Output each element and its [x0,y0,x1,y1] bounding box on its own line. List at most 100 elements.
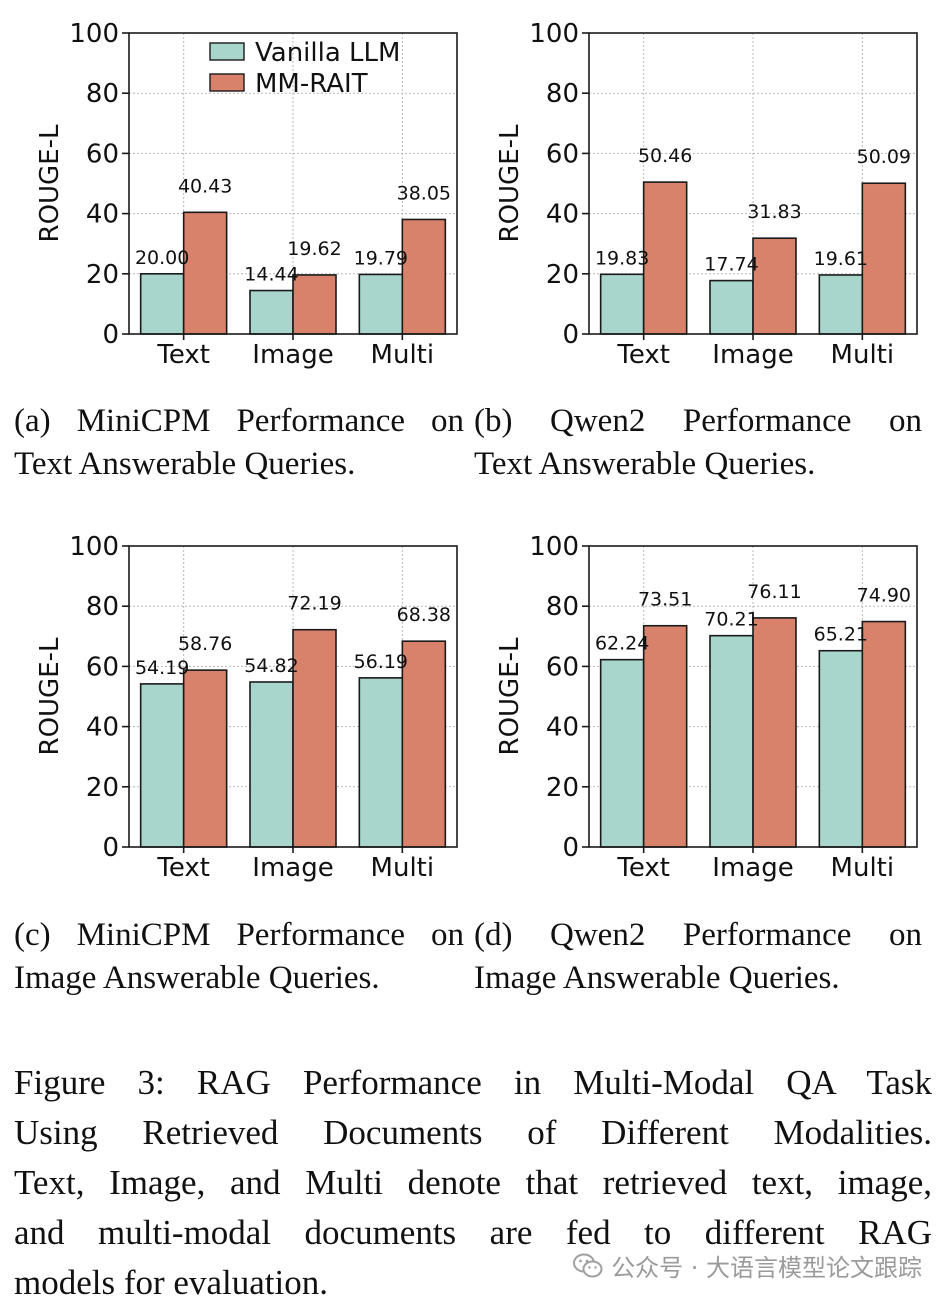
value-label-mmrait-multi: 74.90 [857,585,911,607]
y-tick-label-80: 80 [546,79,579,109]
chart-panel-d: 62.24 70.21 65.21 73.51 76.11 74.90 0 20 40 60 80 1… [495,532,918,883]
bar-vanilla-text [139,683,185,848]
y-tick-label-80: 80 [86,79,119,109]
figure-caption-line-5: models for evaluation. [14,1263,328,1302]
chart-panel-a: 20.00 14.44 19.79 40.43 19.62 38.05 0 20 40 60 80 1… [35,19,458,370]
x-tick-label-image: Image [252,853,333,883]
bar-vanilla-multi [358,677,404,848]
bar-mmrait-text [182,669,228,848]
y-tick-label-0: 0 [102,320,119,350]
figure-caption-line-4: and multi-modal documents are fed to dif… [14,1213,932,1252]
caption-c: (c) MiniCPM Performance on Image Answera… [14,914,464,1000]
caption-d-line-1: (d) Qwen2 Performance on [474,917,922,953]
watermark: 公众号 · 大语言模型论文跟踪 [573,1248,922,1283]
y-tick-label-100: 100 [69,19,119,49]
value-label-mmrait-text: 73.51 [638,589,692,611]
y-tick-label-0: 0 [562,833,579,863]
y-tick-label-20: 20 [546,260,579,290]
value-label-mmrait-text: 58.76 [178,633,232,655]
value-label-vanilla-multi: 65.21 [814,624,868,646]
y-tick-label-100: 100 [529,19,579,49]
y-tick-label-20: 20 [546,773,579,803]
y-tick-label-40: 40 [546,713,579,743]
caption-b-line-2: Text Answerable Queries. [474,446,816,482]
x-tick-label-multi: Multi [371,340,435,370]
value-label-vanilla-image: 70.21 [704,609,758,631]
bar-vanilla-multi [358,273,404,335]
bar-vanilla-text [139,272,185,335]
y-tick-label-80: 80 [546,592,579,622]
value-label-vanilla-text: 20.00 [135,247,189,269]
legend-label-vanilla: Vanilla LLM [255,38,400,68]
y-tick-label-40: 40 [546,200,579,230]
x-tick-label-multi: Multi [371,853,435,883]
caption-a-line-1: (a) MiniCPM Performance on [14,403,464,439]
caption-a: (a) MiniCPM Performance on Text Answerab… [14,400,464,486]
bar-mmrait-image [752,617,797,848]
y-tick-label-100: 100 [529,532,579,562]
y-tick-label-60: 60 [546,652,579,682]
value-label-mmrait-multi: 38.05 [397,182,451,204]
x-tick-label-text: Text [616,853,670,883]
bar-mmrait-image [752,237,797,335]
value-label-mmrait-text: 50.46 [638,145,692,167]
bar-vanilla-text [599,658,645,848]
y-tick-label-0: 0 [562,320,579,350]
bar-vanilla-image [249,681,294,848]
value-label-vanilla-multi: 56.19 [354,651,408,673]
value-label-mmrait-image: 76.11 [747,581,801,603]
x-tick-label-image: Image [712,853,793,883]
figure-caption-line-2: Using Retrieved Documents of Different M… [14,1113,932,1152]
bar-mmrait-multi [401,640,447,848]
caption-d-line-2: Image Answerable Queries. [474,960,840,996]
value-label-vanilla-text: 54.19 [135,657,189,679]
y-tick-label-60: 60 [546,139,579,169]
caption-c-line-2: Image Answerable Queries. [14,960,380,996]
y-axis-label: ROUGE-L [495,124,525,243]
y-axis-label: ROUGE-L [495,637,525,756]
legend-swatch-mmrait [209,73,245,92]
bar-mmrait-image [292,628,337,848]
bar-mmrait-text [182,211,228,335]
bar-vanilla-image [709,634,754,848]
x-tick-label-image: Image [712,340,793,370]
watermark-text: 公众号 · 大语言模型论文跟踪 [611,1254,922,1282]
x-tick-label-text: Text [156,853,210,883]
value-label-vanilla-image: 14.44 [244,264,298,286]
bar-vanilla-text [599,273,645,335]
chart-panel-b: 19.83 17.74 19.61 50.46 31.83 50.09 0 20 40 60 80 1… [495,19,918,370]
bar-mmrait-multi [861,620,907,848]
value-label-vanilla-image: 54.82 [244,655,298,677]
value-label-mmrait-multi: 68.38 [397,604,451,626]
wechat-icon [573,1253,603,1277]
caption-a-line-2: Text Answerable Queries. [14,446,356,482]
y-tick-label-0: 0 [102,833,119,863]
x-tick-label-text: Text [616,340,670,370]
bar-mmrait-multi [861,182,907,335]
value-label-mmrait-image: 19.62 [287,238,341,260]
value-label-mmrait-image: 31.83 [747,201,801,223]
value-label-vanilla-text: 19.83 [595,247,649,269]
caption-b: (b) Qwen2 Performance on Text Answerable… [474,400,922,486]
caption-b-line-1: (b) Qwen2 Performance on [474,403,922,439]
y-axis-label: ROUGE-L [35,124,65,243]
y-tick-label-20: 20 [86,773,119,803]
figure-caption-line-1: Figure 3: RAG Performance in Multi-Modal… [14,1063,932,1102]
bar-vanilla-multi [818,274,864,335]
y-tick-label-60: 60 [86,139,119,169]
bar-mmrait-multi [401,218,447,335]
x-tick-label-image: Image [252,340,333,370]
x-tick-label-text: Text [156,340,210,370]
legend-swatch-vanilla [209,42,245,61]
value-label-mmrait-image: 72.19 [287,593,341,615]
value-label-vanilla-text: 62.24 [595,633,649,655]
bar-mmrait-text [642,624,688,848]
y-tick-label-40: 40 [86,713,119,743]
x-tick-label-multi: Multi [831,340,895,370]
value-label-vanilla-multi: 19.79 [354,247,408,269]
value-label-mmrait-multi: 50.09 [857,146,911,168]
bar-vanilla-multi [818,649,864,848]
y-tick-label-60: 60 [86,652,119,682]
y-tick-label-80: 80 [86,592,119,622]
y-tick-label-40: 40 [86,200,119,230]
